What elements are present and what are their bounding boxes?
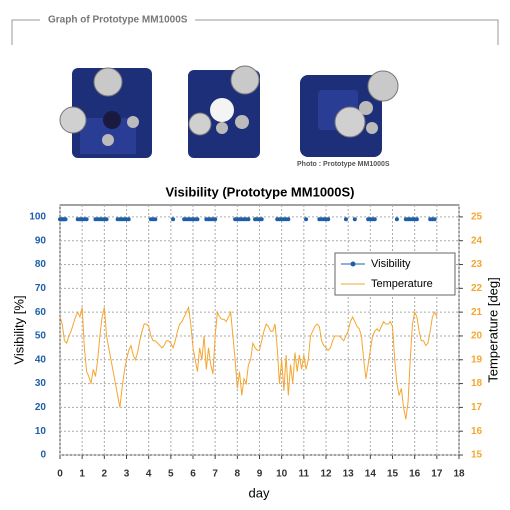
legend-label: Temperature <box>371 278 433 290</box>
x-tick-label: 15 <box>387 469 399 480</box>
y2-tick-label: 23 <box>471 259 483 270</box>
x-tick-label: 9 <box>257 469 263 480</box>
data-point <box>326 217 331 222</box>
data-point <box>246 217 251 222</box>
x-tick-label: 11 <box>299 469 310 480</box>
data-point <box>352 217 357 222</box>
y2-tick-label: 20 <box>471 331 483 342</box>
data-point <box>104 217 109 222</box>
y2-tick-label: 24 <box>471 235 483 246</box>
legend-label: Visibility <box>371 258 411 270</box>
data-point <box>126 217 131 222</box>
y2-tick-label: 25 <box>471 212 483 223</box>
y2-axis-label: Temperature [deg] <box>485 277 500 383</box>
x-tick-label: 0 <box>57 469 63 480</box>
data-point <box>259 217 264 222</box>
data-point <box>195 217 200 222</box>
x-tick-label: 12 <box>320 469 332 480</box>
x-tick-label: 2 <box>102 469 108 480</box>
photo <box>188 65 260 158</box>
header-border <box>11 19 499 45</box>
y2-tick-label: 18 <box>471 378 483 389</box>
y2-tick-label: 15 <box>471 450 483 461</box>
x-axis-label: day <box>249 485 270 500</box>
y2-tick-label: 21 <box>471 307 483 318</box>
data-point <box>213 217 218 222</box>
x-tick-label: 1 <box>79 469 85 480</box>
data-point <box>343 217 348 222</box>
x-tick-label: 7 <box>212 469 218 480</box>
data-point <box>372 217 377 222</box>
y2-tick-label: 22 <box>471 283 483 294</box>
y-tick-label: 0 <box>40 450 46 461</box>
photo <box>300 70 399 157</box>
header-frame <box>11 19 499 45</box>
x-tick-label: 18 <box>453 469 465 480</box>
x-tick-label: 13 <box>343 469 355 480</box>
data-point <box>84 217 89 222</box>
y-tick-label: 90 <box>35 235 47 246</box>
x-tick-label: 8 <box>235 469 241 480</box>
x-tick-label: 3 <box>124 469 130 480</box>
data-point <box>432 217 437 222</box>
chart-title: Visibility (Prototype MM1000S) <box>165 184 354 199</box>
x-tick-label: 10 <box>276 469 288 480</box>
data-point <box>414 217 419 222</box>
x-tick-label: 17 <box>431 469 443 480</box>
x-tick-label: 14 <box>365 469 377 480</box>
x-tick-label: 6 <box>190 469 196 480</box>
y-tick-label: 50 <box>35 331 47 342</box>
data-point <box>286 217 291 222</box>
legend-box <box>334 252 456 296</box>
data-point <box>304 217 309 222</box>
y-tick-label: 30 <box>35 378 47 389</box>
photo <box>59 67 152 158</box>
y-tick-label: 100 <box>29 212 46 223</box>
legend-marker <box>350 261 356 267</box>
y-tick-label: 10 <box>35 426 47 437</box>
y-tick-label: 40 <box>35 354 47 365</box>
series-line <box>59 305 438 420</box>
data-point <box>153 217 158 222</box>
plot: 0 1 2 3 4 5 6 7 8 9 10 11 12 13 14 15 16 17 18010203040506… <box>29 204 483 480</box>
y2-tick-label: 19 <box>471 354 483 365</box>
data-point <box>63 217 68 222</box>
y-tick-label: 80 <box>35 259 47 270</box>
y-tick-label: 60 <box>35 307 47 318</box>
data-point <box>171 217 176 222</box>
y-tick-label: 70 <box>35 283 47 294</box>
x-tick-label: 5 <box>168 469 174 480</box>
photo-caption: Photo : Prototype MM1000S <box>297 161 390 168</box>
y2-tick-label: 17 <box>471 402 483 413</box>
x-tick-label: 16 <box>409 469 421 480</box>
x-tick-label: 4 <box>146 469 152 480</box>
y-axis-label: Visibility [%] <box>11 295 26 364</box>
y-tick-label: 20 <box>35 402 47 413</box>
data-point <box>394 217 399 222</box>
y2-tick-label: 16 <box>471 426 483 437</box>
header-title: Graph of Prototype MM1000S <box>48 15 188 26</box>
